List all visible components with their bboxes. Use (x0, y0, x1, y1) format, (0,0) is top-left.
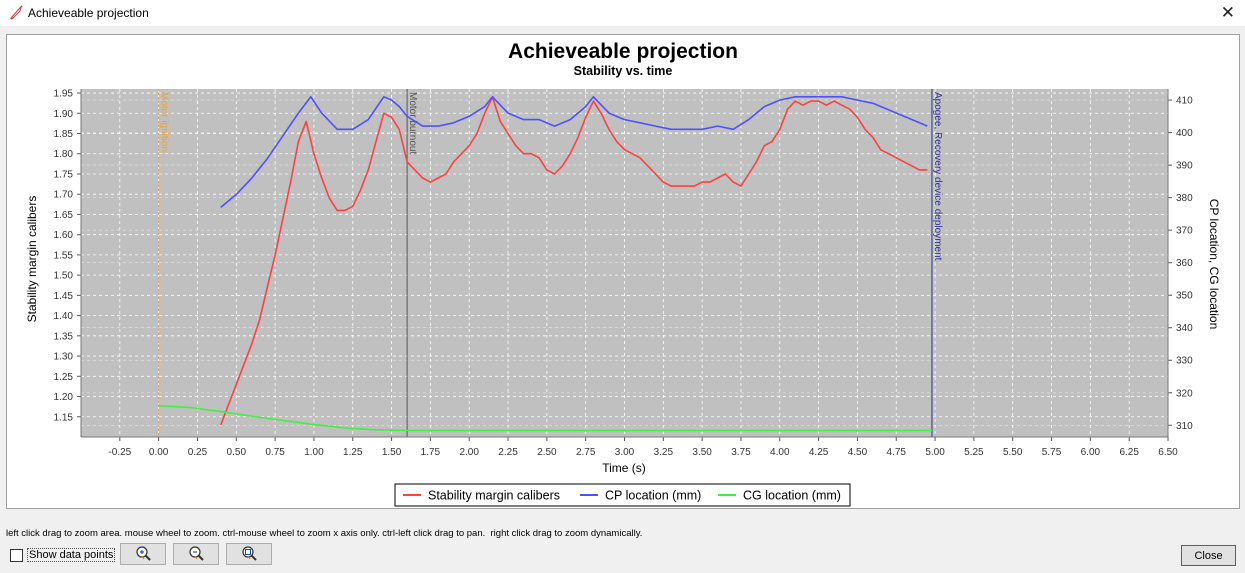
show-data-points-label: Show data points (27, 548, 116, 562)
chart-title: Achieveable projection (508, 40, 738, 63)
y-right-tick-label: 380 (1176, 193, 1193, 204)
x-tick-label: 2.00 (459, 447, 479, 458)
stability-chart[interactable]: Achieveable projection Stability vs. tim… (7, 35, 1239, 508)
y-axis-label-right: CP location, CG location (1207, 199, 1221, 330)
x-tick-label: 5.25 (964, 447, 984, 458)
series-line (220, 95, 928, 209)
zoom-in-button[interactable] (120, 543, 166, 565)
close-window-icon[interactable]: ✕ (1220, 3, 1235, 22)
y-tick-label: 1.90 (54, 109, 74, 120)
y-tick-label: 1.95 (54, 89, 74, 100)
x-tick-label: 3.00 (615, 447, 635, 458)
y-tick-label: 1.15 (54, 412, 74, 423)
zoom-out-icon (189, 546, 204, 561)
legend-label: Stability margin calibers (428, 489, 560, 503)
grid-lines (81, 89, 1168, 437)
y-right-tick-label: 340 (1176, 323, 1193, 334)
show-data-points-checkbox[interactable] (10, 548, 23, 562)
axes: -0.25 0.00 0.25 0.50 0.75 1.00 1.25 1.50 1.75 2.0… (54, 89, 1194, 458)
y-tick-label: 1.35 (54, 331, 74, 342)
rocket-icon (9, 5, 23, 20)
x-tick-label: 4.25 (809, 447, 829, 458)
window-title: Achieveable projection (28, 6, 149, 20)
chart-panel[interactable]: Achieveable projection Stability vs. tim… (6, 34, 1240, 509)
x-tick-label: 5.00 (925, 447, 945, 458)
y-tick-label: 1.75 (54, 169, 74, 180)
x-tick-label: 5.75 (1042, 447, 1062, 458)
series-line (158, 405, 932, 432)
x-tick-label: 6.00 (1081, 447, 1101, 458)
x-tick-label: 0.75 (265, 447, 285, 458)
show-data-points-toggle[interactable]: Show data points (10, 547, 116, 563)
x-tick-label: 3.25 (654, 447, 674, 458)
event-markers: Motor ignition Motor burnout Apogee, Recov… (158, 89, 943, 437)
y-right-tick-label: 400 (1176, 128, 1193, 139)
series-lines (158, 95, 932, 432)
y-tick-label: 1.25 (54, 372, 74, 383)
y-tick-label: 1.50 (54, 271, 74, 282)
x-tick-label: 4.00 (770, 447, 790, 458)
y-tick-label: 1.40 (54, 311, 74, 322)
y-axis-label-left: Stability margin calibers (25, 196, 39, 323)
x-tick-label: 1.25 (343, 447, 363, 458)
x-tick-label: 0.00 (149, 447, 169, 458)
x-axis-label: Time (s) (602, 461, 646, 475)
series-line (220, 96, 928, 426)
x-tick-label: 2.75 (576, 447, 596, 458)
x-tick-label: 6.50 (1158, 447, 1178, 458)
title-bar: Achieveable projection ✕ (0, 0, 1245, 26)
y-right-tick-label: 310 (1176, 421, 1193, 432)
y-right-tick-label: 320 (1176, 388, 1193, 399)
x-tick-label: 6.25 (1119, 447, 1139, 458)
y-tick-label: 1.20 (54, 392, 74, 403)
instructions-text: left click drag to zoom area. mouse whee… (6, 528, 643, 539)
event-label: Motor ignition (159, 92, 170, 152)
zoom-fit-icon (242, 546, 257, 561)
y-tick-label: 1.60 (54, 230, 74, 241)
y-tick-label: 1.85 (54, 129, 74, 140)
y-right-tick-label: 390 (1176, 161, 1193, 172)
y-tick-label: 1.55 (54, 250, 74, 261)
zoom-out-button[interactable] (173, 543, 219, 565)
x-tick-label: 5.50 (1003, 447, 1023, 458)
y-tick-label: 1.45 (54, 291, 74, 302)
x-tick-label: 4.50 (848, 447, 868, 458)
x-tick-label: 0.25 (188, 447, 208, 458)
x-tick-label: 3.75 (731, 447, 751, 458)
y-right-tick-label: 330 (1176, 356, 1193, 367)
y-right-tick-label: 350 (1176, 291, 1193, 302)
zoom-fit-button[interactable] (226, 543, 272, 565)
legend-box (394, 483, 851, 507)
x-tick-label: 1.75 (421, 447, 441, 458)
x-tick-label: 4.75 (887, 447, 907, 458)
x-tick-label: 1.50 (382, 447, 402, 458)
y-tick-label: 1.80 (54, 149, 74, 160)
legend: Stability margin calibers CP location (mm… (394, 483, 851, 507)
y-right-tick-label: 370 (1176, 226, 1193, 237)
zoom-in-icon (136, 546, 151, 561)
y-right-tick-label: 360 (1176, 258, 1193, 269)
x-tick-label: 1.00 (304, 447, 324, 458)
x-tick-label: 3.50 (692, 447, 712, 458)
event-label: Apogee, Recovery device deployment (932, 92, 943, 261)
y-tick-label: 1.65 (54, 210, 74, 221)
legend-label: CP location (mm) (605, 489, 701, 503)
x-tick-label: -0.25 (108, 447, 131, 458)
x-tick-label: 2.25 (498, 447, 518, 458)
close-button[interactable]: Close (1181, 545, 1236, 566)
x-tick-label: 0.50 (227, 447, 247, 458)
event-label: Motor burnout (407, 92, 418, 154)
chart-subtitle: Stability vs. time (574, 64, 673, 78)
y-tick-label: 1.70 (54, 190, 74, 201)
x-tick-label: 2.50 (537, 447, 557, 458)
y-right-tick-label: 410 (1176, 96, 1193, 107)
y-tick-label: 1.30 (54, 352, 74, 363)
legend-label: CG location (mm) (743, 489, 841, 503)
